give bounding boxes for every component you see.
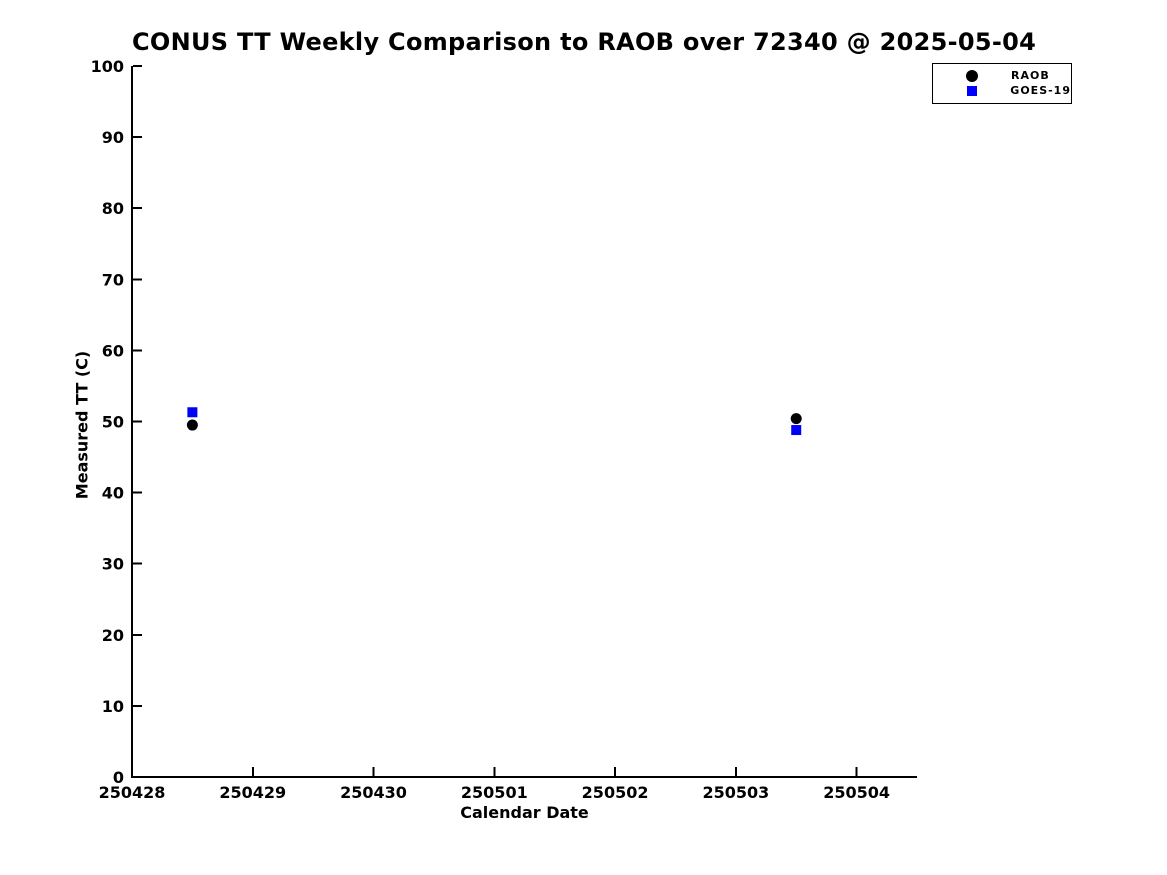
data-point-goes-19: [187, 407, 198, 418]
y-tick-label: 90: [102, 128, 124, 147]
x-tick-label: 250428: [99, 783, 166, 802]
data-point-goes-19: [791, 425, 802, 436]
chart-title: CONUS TT Weekly Comparison to RAOB over …: [132, 28, 1037, 56]
x-tick-label: 250430: [340, 783, 407, 802]
legend-marker-cell: [933, 69, 1011, 82]
y-tick-label: 60: [102, 341, 124, 360]
y-tick-label: 80: [102, 199, 124, 218]
y-tick-label: 50: [102, 413, 124, 432]
x-tick-label: 250503: [702, 783, 769, 802]
data-point-raob: [790, 413, 802, 425]
x-tick-label: 250502: [582, 783, 649, 802]
square-marker-icon: [966, 85, 977, 96]
legend-label-raob: RAOB: [1011, 69, 1050, 82]
y-tick-label: 20: [102, 626, 124, 645]
x-tick-label: 250429: [219, 783, 286, 802]
circle-marker-icon: [966, 69, 978, 82]
x-tick-label: 250504: [823, 783, 890, 802]
data-point-raob: [186, 419, 198, 431]
y-tick-label: 70: [102, 270, 124, 289]
legend: RAOB GOES-19: [932, 63, 1072, 104]
x-axis-title: Calendar Date: [460, 803, 589, 822]
legend-marker-cell: [933, 85, 1010, 96]
x-tick-label: 250501: [461, 783, 528, 802]
y-tick-label: 30: [102, 555, 124, 574]
y-tick-label: 0: [113, 768, 124, 787]
y-axis-title: Measured TT (C): [72, 350, 92, 500]
legend-entry-goes-19: GOES-19: [933, 83, 1071, 98]
legend-label-goes-19: GOES-19: [1010, 84, 1071, 97]
y-tick-label: 10: [102, 697, 124, 716]
y-tick-label: 40: [102, 484, 124, 503]
legend-entry-raob: RAOB: [933, 68, 1071, 83]
y-tick-label: 100: [91, 57, 124, 76]
